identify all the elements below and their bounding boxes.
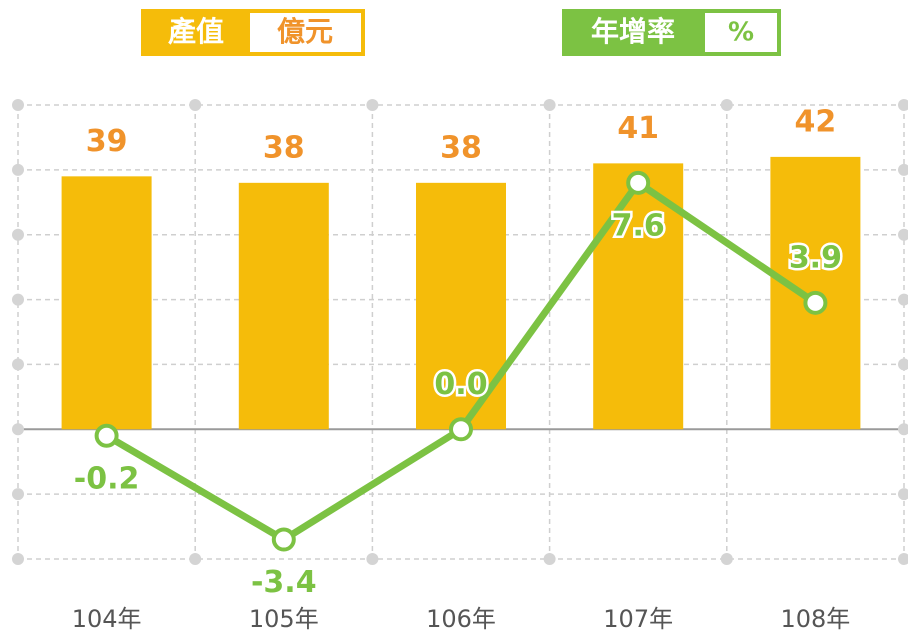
grid-dot	[12, 488, 24, 501]
line-point	[449, 417, 473, 442]
grid-dot	[720, 553, 733, 565]
grid-dot	[543, 99, 556, 111]
line-value-label: -3.4	[251, 565, 317, 600]
grid-dot	[366, 553, 379, 565]
x-tick-label: 108年	[780, 605, 850, 633]
grid-dot	[898, 358, 908, 371]
grid-dot	[189, 99, 202, 111]
bar-value-label: 38	[440, 130, 482, 165]
grid-dot	[543, 553, 556, 565]
grid-dot	[12, 423, 24, 436]
legend-unit-box	[705, 13, 777, 52]
grid-dot	[12, 358, 24, 371]
legend: 產值 億元 年增率 %	[141, 9, 781, 56]
grid-dot	[898, 163, 908, 176]
bar-value-label: 41	[617, 111, 659, 146]
line-point	[94, 423, 119, 448]
legend-label: 年增率	[591, 15, 675, 48]
line-point	[626, 170, 651, 195]
grid-dot	[720, 99, 733, 111]
grid-dot	[12, 228, 24, 241]
grid-dot	[12, 163, 24, 176]
grid-dot	[898, 553, 908, 565]
grid-dot	[12, 99, 24, 111]
line-point	[271, 527, 296, 552]
legend-label: 產值	[168, 15, 224, 48]
x-tick-label: 107年	[603, 605, 673, 633]
line-value-label: 0.0	[434, 367, 487, 402]
grid-dot	[898, 228, 908, 241]
line-value-label: 7.6	[612, 208, 665, 243]
legend-unit-box	[250, 13, 361, 52]
grid-dot	[898, 99, 908, 111]
grid-dot	[12, 553, 24, 565]
bar	[593, 163, 684, 430]
line-value-label: 3.9	[789, 240, 842, 275]
bar-value-label: 42	[795, 104, 837, 139]
line-value-label: -0.2	[74, 461, 140, 496]
x-tick-label: 104年	[72, 605, 142, 633]
bar	[238, 182, 329, 430]
bar	[61, 176, 152, 430]
legend-unit: %	[728, 18, 754, 48]
bar-value-label: 38	[263, 130, 305, 165]
bar-value-label: 39	[86, 124, 128, 159]
legend-unit: 億元	[277, 15, 333, 48]
grid-dot	[898, 293, 908, 306]
line-point	[803, 290, 828, 315]
grid-dot	[898, 488, 908, 501]
grid-dot	[366, 99, 379, 111]
grid-dot	[189, 553, 202, 565]
x-tick-label: 105年	[249, 605, 319, 633]
grid-dot	[12, 293, 24, 306]
grid-dot	[898, 423, 908, 436]
x-tick-label: 106年	[426, 605, 496, 633]
